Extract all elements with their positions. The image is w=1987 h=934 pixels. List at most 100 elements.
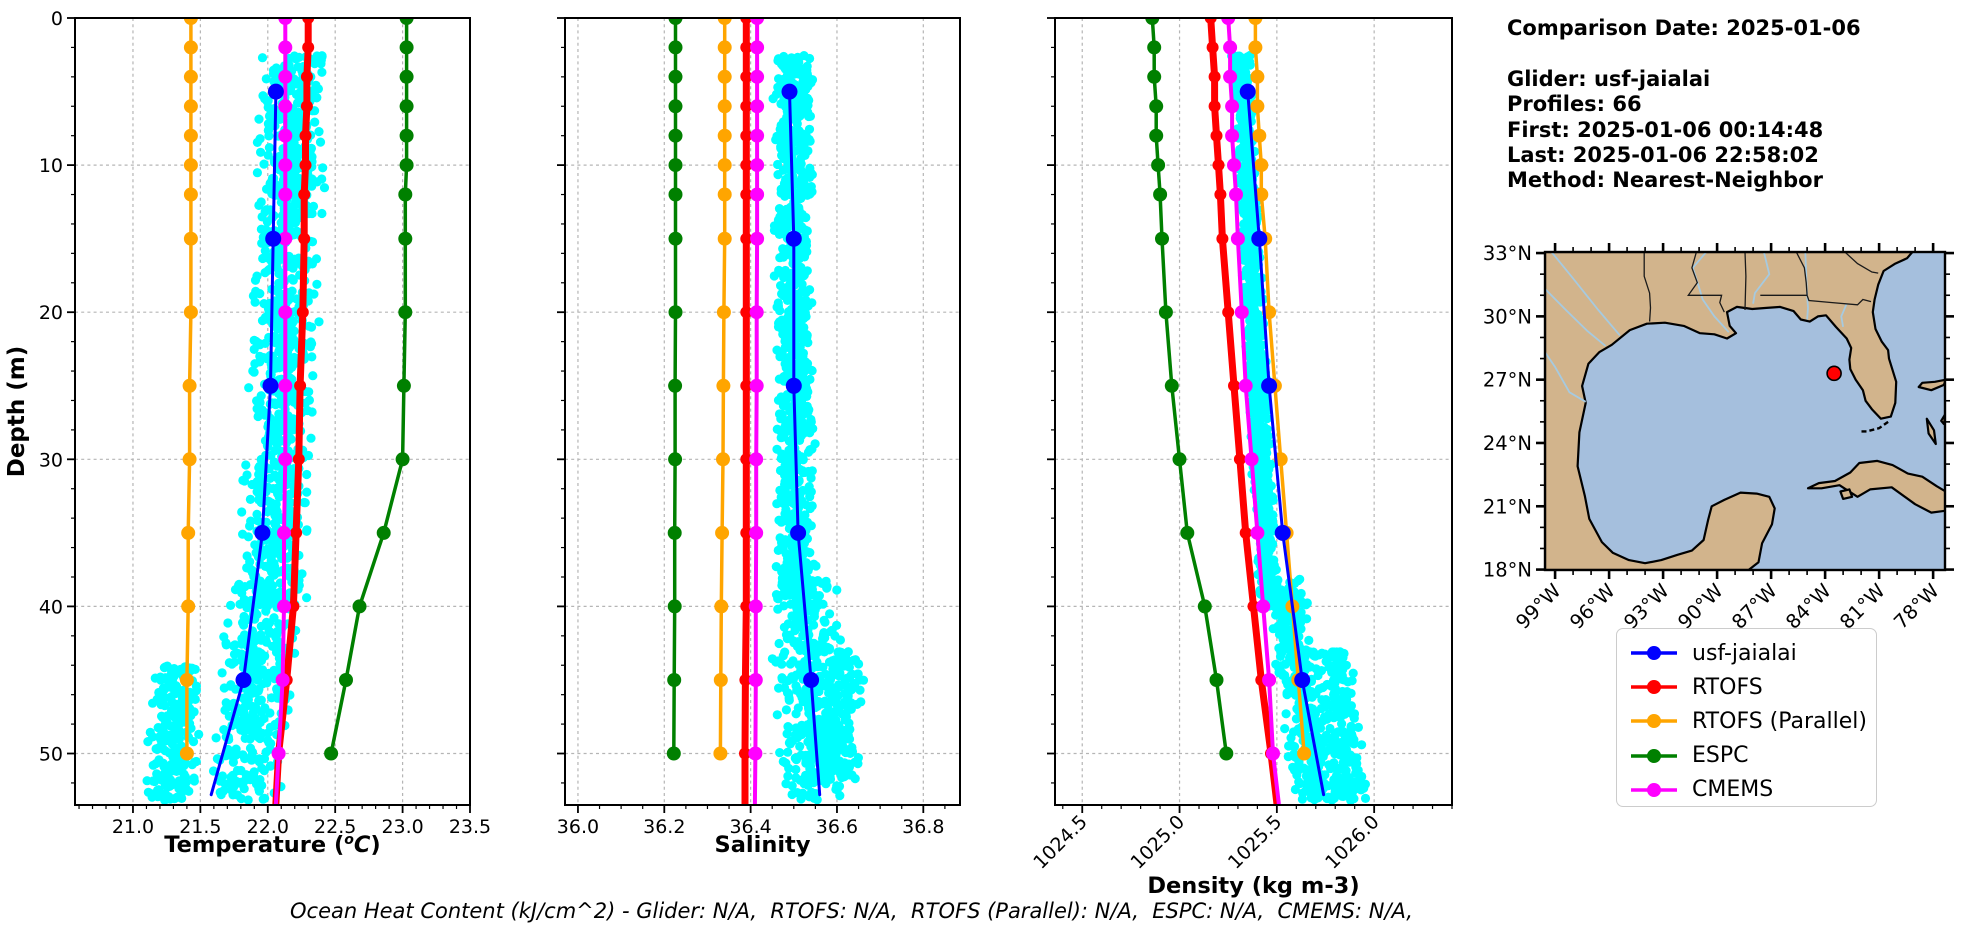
x-tick-label: 36.8 — [902, 816, 944, 838]
map-lat-label: 21°N — [1483, 495, 1532, 518]
y-tick-label: 10 — [39, 155, 63, 177]
series-rtofs-parallel- — [713, 18, 732, 761]
info-line: Profiles: 66 — [1507, 92, 1642, 117]
legend-label: RTOFS — [1692, 674, 1763, 700]
series-usf-jaialai — [1239, 83, 1326, 797]
series-rtofs-parallel- — [179, 18, 198, 761]
series-cmems — [271, 18, 293, 805]
legend-line-sample — [1631, 782, 1677, 797]
x-tick-label: 1024.5 — [1029, 811, 1092, 874]
map-lon-label: 78°W — [1889, 579, 1943, 633]
info-line-spacer — [1507, 41, 1977, 66]
legend-item: CMEMS — [1629, 773, 1876, 807]
map-frame — [1543, 250, 1947, 572]
footer-caption: Ocean Heat Content (kJ/cm^2) - Glider: N… — [290, 899, 1413, 923]
x-tick-label: 1025.0 — [1127, 811, 1190, 874]
legend-item: usf-jaialai — [1629, 636, 1876, 670]
map-state-border — [1844, 252, 1879, 274]
series-espc — [666, 18, 683, 761]
info-line: Last: 2025-01-06 22:58:02 — [1507, 143, 1819, 168]
salinity-chart: 36.0 36.2 36.4 36.6 36.8 Salinity — [557, 17, 961, 858]
series-cmems — [748, 18, 765, 805]
map-land-mainland — [1545, 252, 1914, 570]
axes-frame — [1054, 17, 1453, 806]
map-land-bahamas — [1925, 417, 1937, 446]
legend-label: usf-jaialai — [1692, 640, 1797, 666]
series-usf-jaialai — [209, 83, 284, 797]
legend-label: ESPC — [1692, 743, 1749, 769]
map-lon-label: 84°W — [1781, 579, 1835, 633]
series-rtofs — [739, 18, 753, 805]
plot-area — [1145, 18, 1371, 805]
map-lat-label: 30°N — [1483, 305, 1532, 328]
x-axis-label: Salinity — [715, 832, 811, 858]
map-lon-label: 93°W — [1619, 579, 1673, 633]
x-tick-label: 36.2 — [643, 816, 685, 838]
map-river — [1840, 303, 1848, 328]
plot-area — [142, 18, 414, 805]
map-lon-label: 90°W — [1673, 579, 1727, 633]
legend-item: RTOFS — [1629, 670, 1876, 704]
legend: usf-jaialai RTOFS RTOFS (Parallel) ESPC CMEM… — [1616, 628, 1877, 807]
legend-line-sample — [1631, 714, 1677, 729]
map-river — [1752, 252, 1771, 304]
map-river — [1691, 252, 1730, 333]
axes-frame — [74, 17, 471, 806]
series-usf-jaialai — [781, 83, 822, 797]
x-tick-label: 36.4 — [729, 816, 771, 838]
x-tick-label: 23.5 — [449, 816, 491, 838]
map-land-bahamas — [1917, 378, 1945, 392]
map-state-border — [1744, 252, 1747, 311]
legend-label: CMEMS — [1692, 777, 1774, 803]
info-line: Method: Nearest-Neighbor — [1507, 168, 1823, 193]
x-tick-label: 36.6 — [816, 816, 858, 838]
location-map: 99°W 96°W 93°W 90°W 87°W 84°W 81°W 78°W 33°N 30°N… — [1483, 242, 1954, 634]
map-state-border — [1806, 295, 1872, 306]
legend-line-sample — [1631, 748, 1677, 763]
info-line: Comparison Date: 2025-01-06 — [1507, 16, 1861, 40]
map-lon-label: 96°W — [1565, 579, 1619, 633]
series-espc — [1145, 18, 1234, 761]
x-tick-label: 21.5 — [179, 816, 221, 838]
y-tick-label: 30 — [39, 449, 63, 471]
map-florida-keys — [1859, 420, 1889, 433]
temperature-chart: 21.0 21.5 22.0 22.5 23.0 23.5 0 10 20 30 40 50 Tempe… — [4, 8, 491, 858]
x-tick-label: 1025.5 — [1224, 811, 1287, 874]
x-tick-label: 1026.0 — [1321, 811, 1384, 874]
legend-line-sample — [1631, 646, 1677, 661]
x-tick-label: 21.0 — [112, 816, 154, 838]
legend-item: RTOFS (Parallel) — [1629, 704, 1876, 738]
map-state-border — [1687, 252, 1725, 313]
map-river — [1550, 252, 1621, 336]
info-panel: Comparison Date: 2025-01-06 Glider: usf-… — [1507, 16, 1977, 194]
series-espc — [324, 18, 414, 761]
x-tick-label: 22.0 — [247, 816, 289, 838]
map-land-isle-of-youth — [1839, 488, 1854, 500]
legend-label: RTOFS (Parallel) — [1692, 708, 1867, 734]
map-lon-label: 87°W — [1727, 579, 1781, 633]
map-river — [1545, 351, 1587, 403]
x-tick-label: 22.5 — [314, 816, 356, 838]
map-lat-label: 18°N — [1483, 559, 1532, 582]
map-lon-label: 81°W — [1835, 579, 1889, 633]
glider-location-marker — [1826, 365, 1842, 382]
map-land-cuba — [1806, 459, 1945, 514]
map-lat-label: 27°N — [1483, 369, 1532, 392]
map-lat-label: 24°N — [1483, 432, 1532, 455]
info-line: First: 2025-01-06 00:14:48 — [1507, 117, 1824, 142]
info-line: Glider: usf-jaialai — [1507, 66, 1711, 91]
legend-item: ESPC — [1629, 739, 1876, 773]
y-tick-label: 20 — [39, 302, 63, 324]
glider-raw-points — [767, 51, 869, 805]
y-axis-label: Depth (m) — [4, 346, 30, 478]
map-lon-label: 99°W — [1511, 579, 1565, 633]
plot-area — [666, 18, 869, 805]
y-tick-label: 40 — [39, 596, 63, 618]
x-axis-label: Temperature (oC) — [164, 832, 380, 858]
axes-frame — [564, 17, 961, 806]
y-tick-label: 50 — [39, 744, 63, 766]
legend-line-sample — [1631, 680, 1677, 695]
